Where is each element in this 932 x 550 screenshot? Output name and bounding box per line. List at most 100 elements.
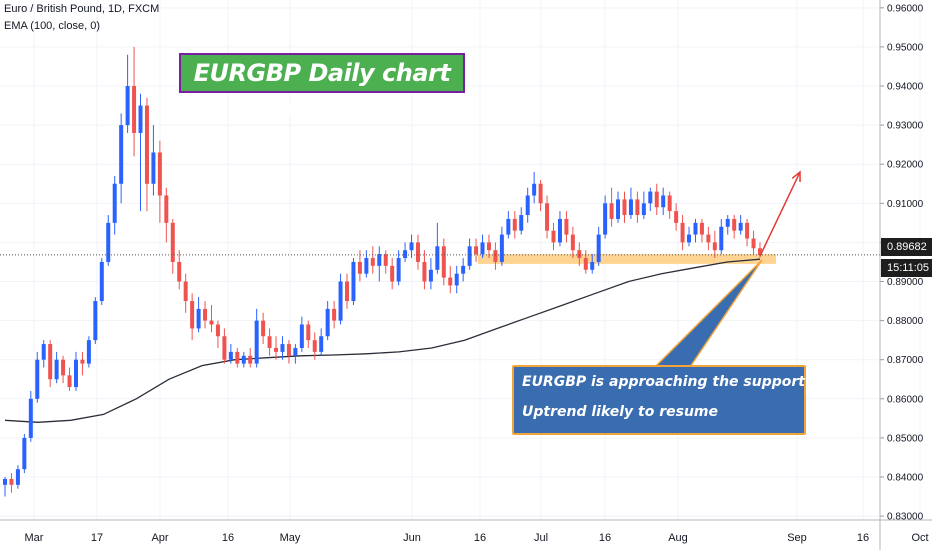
candle-body (138, 105, 143, 133)
candle-body (144, 105, 149, 184)
candle-body (351, 261, 356, 302)
candle-body (54, 359, 59, 380)
candle-body (196, 308, 201, 329)
candle-body (745, 222, 750, 239)
candle-body (751, 238, 756, 249)
candle-body (448, 277, 453, 286)
y-tick-label: 0.95000 (887, 42, 924, 53)
y-tick-label: 0.88000 (887, 316, 924, 327)
candle-body (680, 222, 685, 243)
candle-body (570, 234, 575, 251)
candle-body (545, 203, 550, 231)
callout-line-1: EURGBP is approaching the support level. (522, 374, 853, 390)
candle-body (35, 359, 40, 399)
candle-body (616, 199, 621, 219)
candle-body (86, 340, 91, 364)
candle-body (732, 218, 737, 231)
candle-body (622, 199, 627, 216)
candle-body (499, 234, 504, 262)
candle-body (357, 261, 362, 274)
candle-body (345, 281, 350, 302)
candle-body (712, 242, 717, 251)
candle-body (654, 191, 659, 208)
y-tick-label: 0.94000 (887, 82, 924, 93)
candle-body (390, 265, 395, 282)
x-tick-label: 17 (91, 532, 103, 544)
candle-body (674, 211, 679, 223)
candle-body (132, 86, 137, 133)
candle-body (203, 308, 208, 321)
candle-body (209, 320, 214, 325)
candle-body (435, 246, 440, 270)
candle-body (222, 336, 227, 360)
uptrend-arrow-head (791, 170, 801, 183)
candle-body (22, 437, 27, 470)
candle-body (409, 242, 414, 251)
candle-body (564, 218, 569, 235)
candle-body (306, 324, 311, 341)
y-tick-label: 0.86000 (887, 394, 924, 405)
ema-series (4, 258, 761, 423)
candle-body (603, 203, 608, 235)
candle-body (299, 324, 304, 348)
candle-body (551, 230, 556, 243)
candle-body (519, 215, 524, 231)
candle-body (235, 351, 240, 364)
candle-body (190, 301, 195, 329)
candle-body (512, 218, 517, 231)
candle-body (364, 258, 369, 274)
candle-body (467, 246, 472, 266)
candle-body (67, 375, 72, 388)
candle-body (267, 336, 272, 348)
candle-body (596, 234, 601, 262)
candle-body (415, 242, 420, 262)
y-tick-label: 0.83000 (887, 512, 924, 523)
candle-body (15, 469, 20, 485)
candle-body (693, 222, 698, 235)
candle-body (170, 222, 175, 262)
candle-body (319, 336, 324, 352)
candle-body (557, 218, 562, 243)
x-tick-label: Sep (787, 532, 807, 544)
candle-body (119, 125, 124, 184)
x-tick-label: May (280, 532, 301, 544)
candle-body (525, 195, 530, 216)
last-price-tag: 0.89682 (881, 238, 932, 256)
candle-body (151, 152, 156, 184)
candle-body (280, 344, 285, 352)
candle-body (370, 258, 375, 266)
candle-body (538, 183, 543, 204)
candle-body (164, 195, 169, 223)
legend-title: Euro / British Pound, 1D, FXCM (4, 3, 160, 15)
candle-body (428, 269, 433, 282)
callout-line-2: Uptrend likely to resume (522, 404, 719, 420)
candle-body (583, 258, 588, 270)
support-zone-rect (478, 254, 776, 264)
candle-body (183, 281, 188, 302)
candle-body (228, 351, 233, 360)
x-tick-label: 16 (474, 532, 486, 544)
uptrend-arrow-line (759, 171, 801, 257)
x-tick-label: 16 (599, 532, 611, 544)
y-tick-label: 0.85000 (887, 433, 924, 444)
candle-body (332, 308, 337, 321)
candle-body (506, 218, 511, 235)
candle-body (41, 344, 46, 360)
callout-pointer (653, 259, 763, 368)
candle-body (93, 301, 98, 341)
candle-body (635, 199, 640, 216)
y-tick-label: 0.87000 (887, 355, 924, 366)
candle-body (125, 86, 130, 126)
support-zone (478, 254, 776, 264)
annotations (0, 170, 880, 368)
candle-body (396, 258, 401, 282)
candle-body (648, 191, 653, 204)
candle-body (628, 199, 633, 216)
y-tick-label: 0.84000 (887, 472, 924, 483)
candle-body (261, 320, 266, 337)
candle-body (338, 281, 343, 321)
candle-body (325, 308, 330, 337)
